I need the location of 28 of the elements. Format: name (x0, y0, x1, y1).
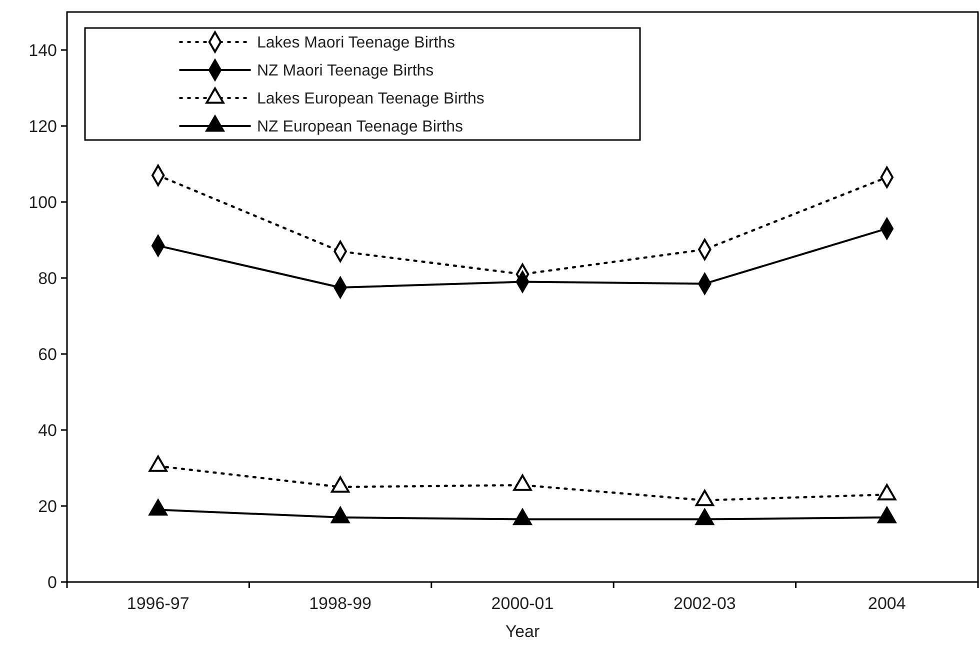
x-tick-label: 1998-99 (309, 594, 372, 613)
point (330, 476, 350, 493)
y-tick-label: 0 (48, 572, 57, 592)
point (878, 506, 896, 524)
x-tick-label: 2000-01 (491, 594, 554, 613)
point (878, 484, 896, 500)
x-tick-label: 2004 (868, 594, 906, 613)
x-tick-label: 2002-03 (674, 594, 736, 613)
x-axis-title: Year (505, 622, 540, 641)
point (695, 490, 714, 506)
legend-label: Lakes Maori Teenage Births (257, 34, 456, 52)
point (513, 474, 532, 491)
y-tick-label: 120 (28, 116, 57, 136)
legend-label: NZ Maori Teenage Births (257, 62, 434, 80)
point (695, 508, 714, 526)
y-tick-label: 20 (38, 496, 57, 516)
y-tick-label: 60 (38, 344, 57, 364)
legend-label: NZ European Teenage Births (257, 118, 464, 136)
point (148, 455, 168, 472)
legend-label: Lakes European Teenage Births (257, 90, 484, 108)
y-tick-label: 40 (38, 420, 57, 440)
y-tick-label: 80 (38, 268, 57, 288)
point (513, 508, 532, 526)
y-tick-label: 140 (28, 40, 57, 60)
point (148, 499, 168, 516)
point (330, 506, 350, 524)
y-tick-label: 100 (28, 192, 57, 212)
x-tick-label: 1996-97 (126, 594, 190, 613)
